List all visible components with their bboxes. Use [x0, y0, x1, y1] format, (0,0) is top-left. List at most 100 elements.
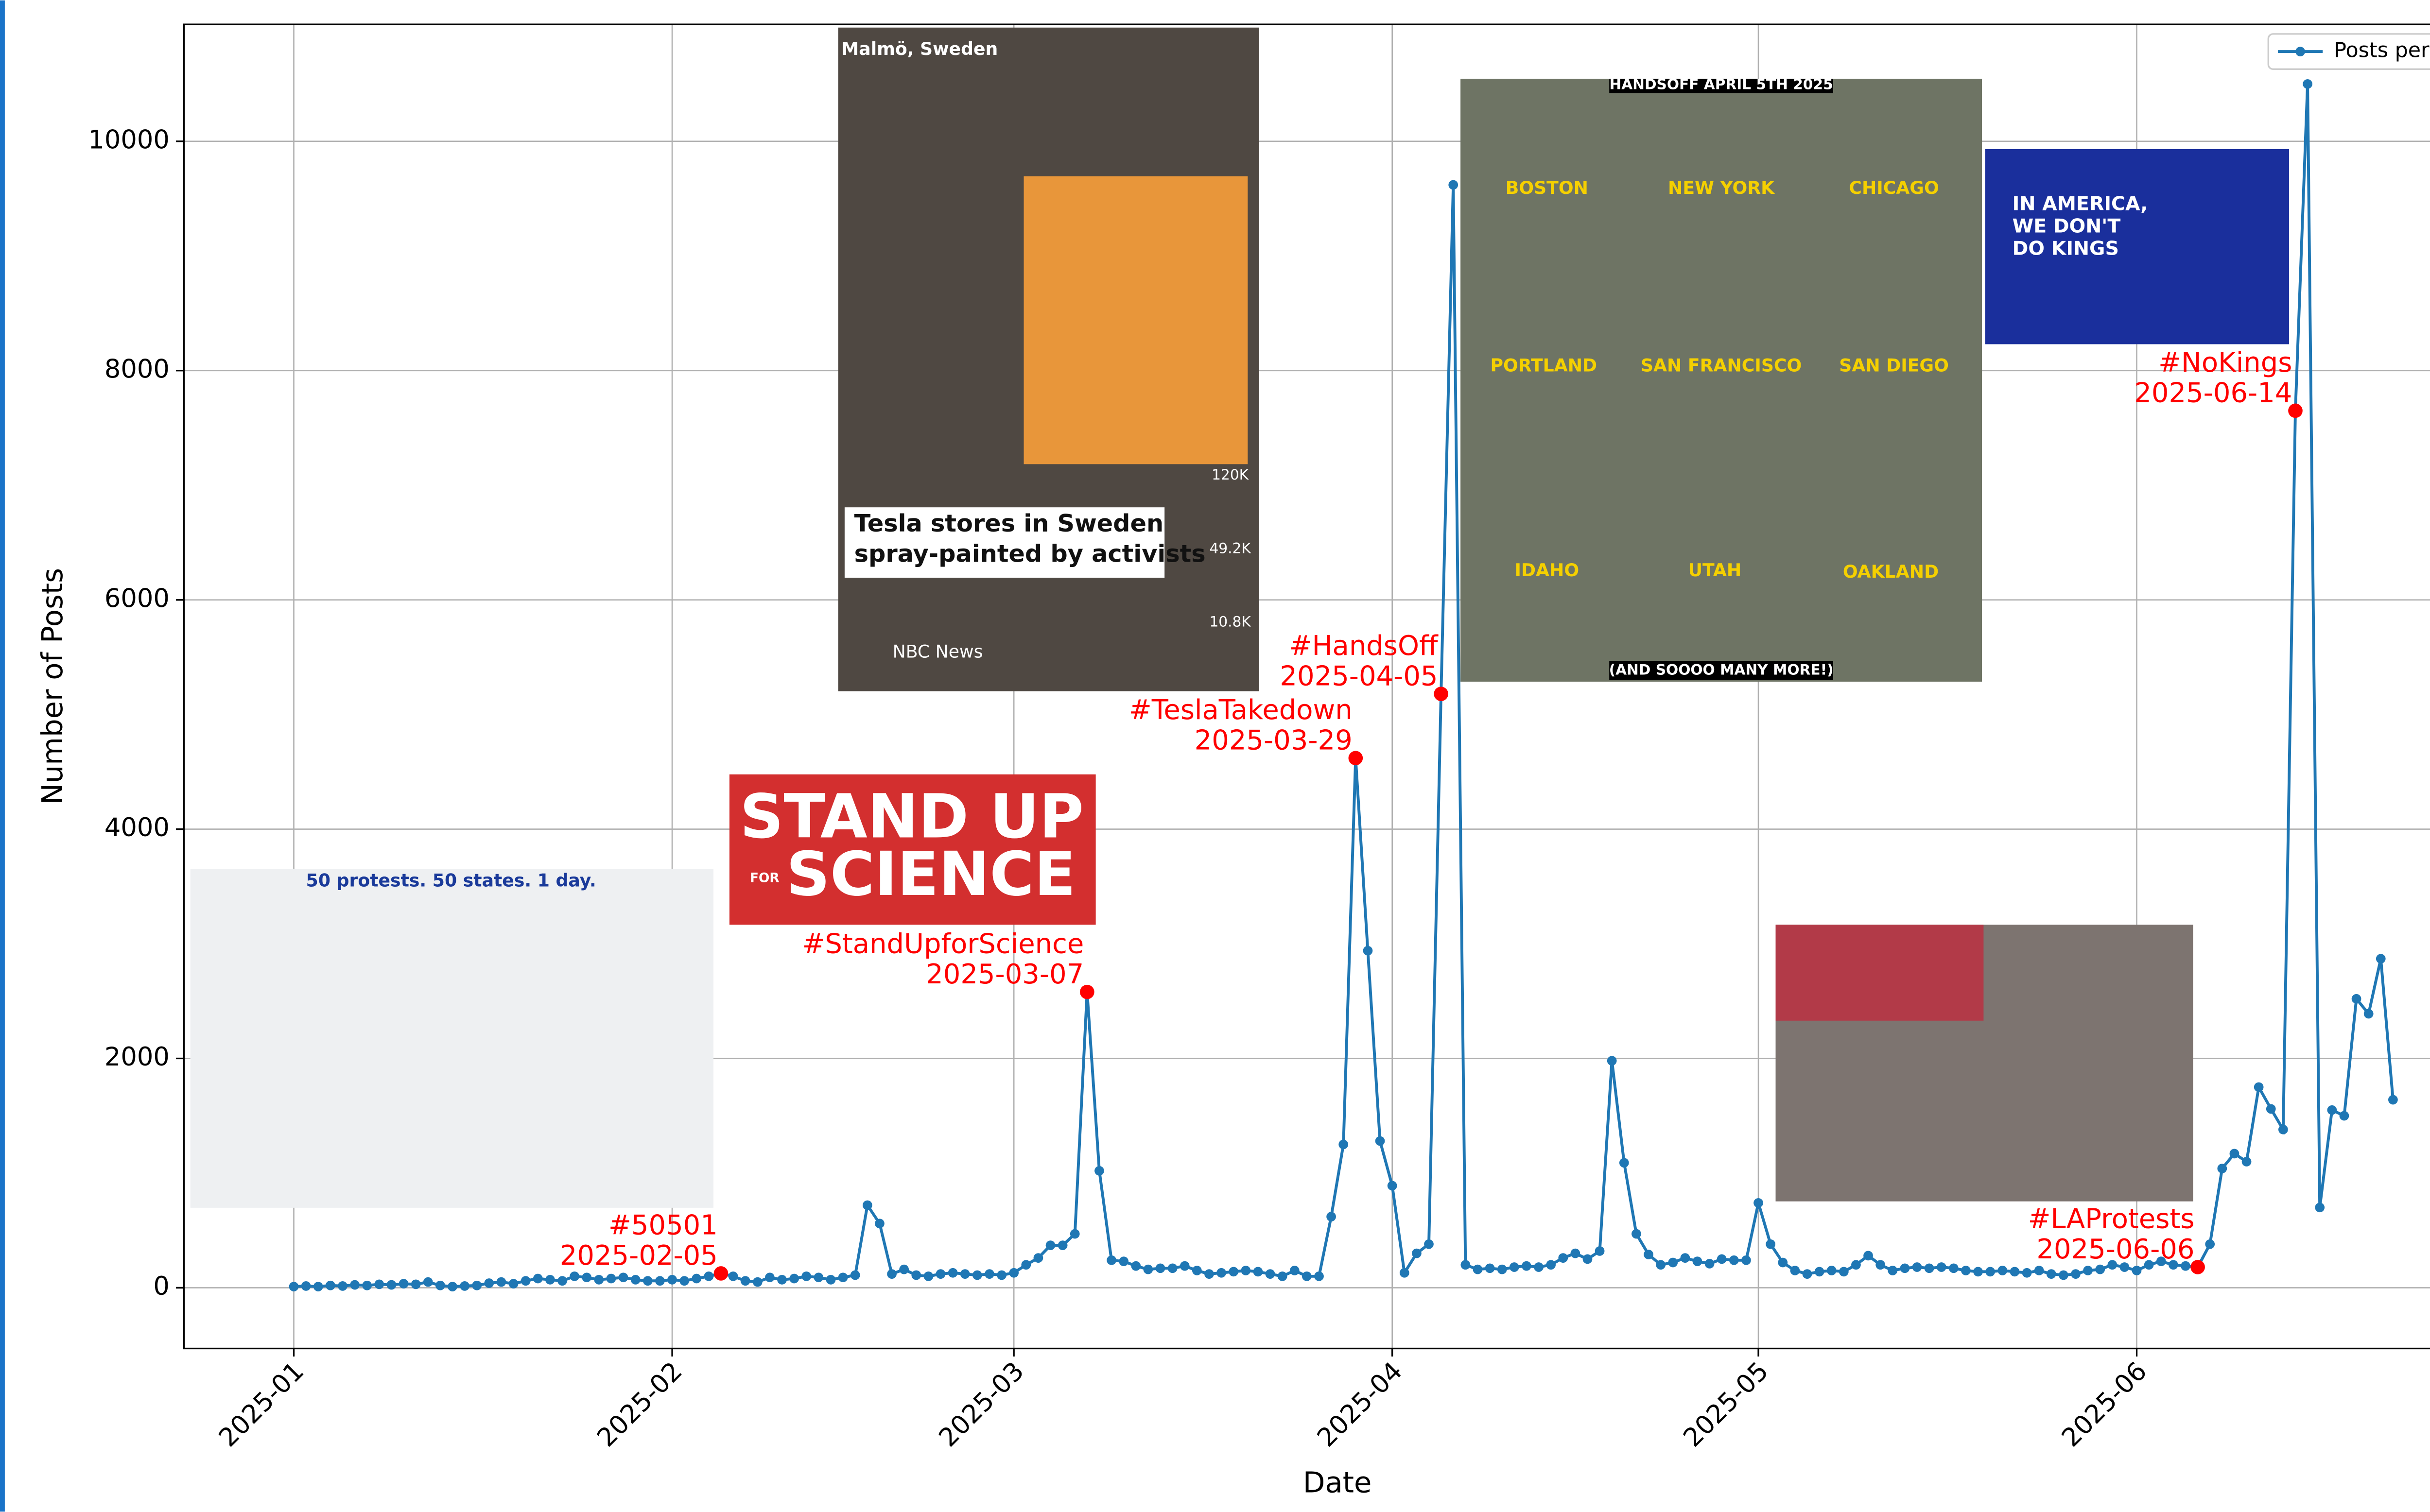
data-point	[1460, 1260, 1470, 1270]
data-point	[1058, 1240, 1068, 1250]
data-point	[1693, 1256, 1702, 1266]
image-text: PORTLAND	[1490, 355, 1597, 376]
data-point	[1570, 1249, 1580, 1258]
data-point	[801, 1271, 811, 1281]
data-point	[2230, 1149, 2239, 1158]
data-point	[960, 1269, 970, 1279]
data-point	[448, 1282, 457, 1291]
data-point	[1705, 1259, 1715, 1269]
data-point	[911, 1271, 921, 1280]
data-point	[1595, 1246, 1605, 1256]
data-point	[338, 1281, 347, 1291]
data-point	[2266, 1104, 2276, 1114]
data-point	[1912, 1262, 1922, 1272]
data-point	[2340, 1111, 2349, 1121]
data-point	[1997, 1266, 2007, 1275]
data-point	[619, 1272, 628, 1282]
data-point	[1229, 1267, 1238, 1277]
image-text: SAN FRANCISCO	[1641, 355, 1802, 376]
image-text: 120K	[1212, 466, 1250, 483]
data-point	[1778, 1258, 1788, 1268]
data-point	[1619, 1158, 1629, 1168]
data-point	[1680, 1253, 1690, 1263]
data-point	[692, 1274, 701, 1284]
data-point	[1473, 1265, 1483, 1274]
data-point	[972, 1271, 982, 1280]
data-point	[362, 1281, 372, 1290]
data-point	[2047, 1269, 2056, 1279]
data-point	[1290, 1266, 1300, 1275]
data-point	[1522, 1261, 1531, 1271]
data-point	[1900, 1263, 1910, 1273]
data-point	[1534, 1262, 1544, 1272]
image-text: DO KINGS	[2013, 238, 2119, 260]
data-point	[2278, 1125, 2288, 1134]
data-point	[2034, 1266, 2044, 1275]
image-text: IN AMERICA,	[2013, 193, 2148, 215]
annotation-label: #NoKings	[2158, 347, 2292, 378]
data-point	[2327, 1105, 2337, 1115]
data-point	[557, 1276, 567, 1286]
data-point	[1375, 1136, 1385, 1146]
data-point	[2364, 1009, 2374, 1019]
data-point	[1510, 1262, 1519, 1272]
data-point	[1302, 1271, 1312, 1281]
data-point	[1253, 1267, 1263, 1277]
data-point	[753, 1277, 763, 1287]
data-point	[1107, 1255, 1116, 1265]
image-text: CHICAGO	[1849, 177, 1939, 198]
annotation-date: 2025-03-29	[1195, 725, 1353, 756]
data-point	[1021, 1260, 1031, 1270]
data-point	[1729, 1255, 1739, 1265]
data-point	[1448, 180, 1458, 190]
data-point	[1388, 1181, 1397, 1191]
data-point	[399, 1279, 409, 1289]
image-text: 49.2K	[1209, 540, 1251, 556]
image-text: (AND SOOOO MANY MORE!)	[1609, 661, 1834, 678]
y-tick-label: 0	[153, 1271, 170, 1301]
data-point	[2022, 1268, 2032, 1278]
data-point	[1815, 1267, 1824, 1277]
data-point	[704, 1271, 713, 1281]
data-point	[667, 1275, 677, 1285]
data-point	[850, 1271, 860, 1280]
data-point	[1766, 1239, 1775, 1249]
data-point	[594, 1275, 604, 1285]
data-point	[887, 1269, 897, 1279]
data-point	[1046, 1240, 1056, 1250]
data-point	[301, 1281, 311, 1291]
data-point	[1326, 1212, 1336, 1221]
data-point	[2083, 1266, 2093, 1275]
data-point	[472, 1281, 482, 1290]
data-point	[387, 1280, 397, 1290]
data-point	[1266, 1269, 1275, 1279]
image-detail	[1024, 176, 1248, 464]
data-point	[1094, 1166, 1104, 1176]
data-point	[814, 1272, 823, 1282]
data-point	[985, 1269, 994, 1279]
y-tick-label: 10000	[88, 125, 170, 155]
data-point	[1192, 1266, 1202, 1275]
annotation-label: #50501	[608, 1210, 718, 1241]
legend-label: Posts per Day	[2334, 38, 2430, 63]
data-point	[2315, 1203, 2325, 1212]
data-point	[1216, 1268, 1226, 1278]
data-point	[1607, 1056, 1617, 1065]
data-point	[1168, 1263, 1178, 1273]
data-point	[875, 1219, 885, 1228]
image-text: UTAH	[1688, 560, 1742, 581]
data-point	[374, 1279, 384, 1289]
data-point	[1973, 1267, 1983, 1277]
image-text: HANDSOFF APRIL 5TH 2025	[1609, 76, 1833, 93]
data-point	[1632, 1229, 1641, 1239]
data-point	[289, 1282, 299, 1291]
data-point	[1119, 1256, 1128, 1266]
annotation-label: #LAProtests	[2028, 1203, 2195, 1235]
data-point	[1803, 1269, 1812, 1279]
data-point	[2254, 1082, 2264, 1092]
image-text: NBC News	[893, 641, 983, 662]
data-point	[863, 1201, 872, 1210]
data-point	[1144, 1265, 1153, 1274]
annotation-label: #HandsOff	[1289, 630, 1439, 662]
image-text: Malmö, Sweden	[841, 38, 998, 59]
